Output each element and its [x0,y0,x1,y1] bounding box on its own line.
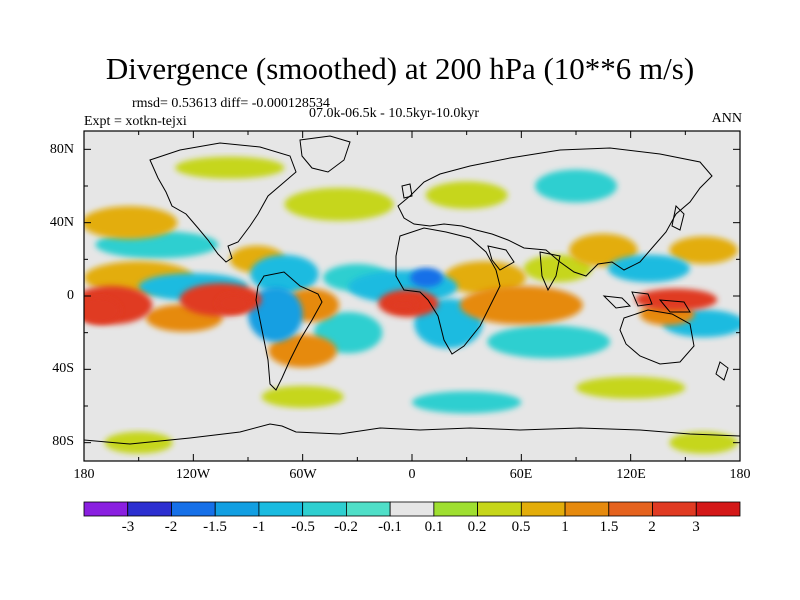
colorbar-label: -1 [252,519,266,535]
y-tick-label: 80N [49,142,74,157]
x-tick-label: 60W [289,467,317,482]
colorbar-swatch [127,501,172,517]
colorbar-label: 1 [561,519,569,535]
x-tick-label: 0 [408,467,416,482]
field-patch [569,233,638,267]
colorbar-swatch [302,501,347,517]
colorbar-swatch [477,501,522,517]
field-patch [635,288,718,311]
y-tick-label: 40N [49,215,74,230]
divergence-field [84,156,740,454]
field-patch [576,376,686,399]
colorbar-swatch [695,501,741,517]
colorbar-swatch [171,501,216,517]
field-patch [261,385,344,408]
field-patch [487,325,611,359]
field-patch [459,285,583,325]
season-label: ANN [711,111,742,126]
x-tick-label: 180 [729,467,751,482]
colorbar-label: 1.5 [599,519,619,535]
colorbar-label: 2 [648,519,656,535]
colorbar-label: 0.5 [511,519,531,535]
field-patch [250,254,319,294]
field-patch [389,298,417,313]
colorbar [83,501,741,517]
field-patch [175,156,285,179]
field-patch [84,296,121,325]
colorbar-swatch [652,501,697,517]
colorbar-label: 0.1 [424,519,444,535]
field-patch [669,431,738,454]
field-patch [217,293,250,313]
colorbar-swatch [258,501,304,517]
field-patch [284,187,394,221]
field-patch [535,169,617,203]
experiment-label: Expt = xotkn-tejxi [84,114,187,129]
colorbar-label: -0.5 [291,519,315,535]
y-tick-label: 40S [52,361,74,376]
colorbar-swatch [345,501,391,517]
stats-text: rmsd= 0.53613 diff= -0.000128534 [132,96,330,111]
colorbar-swatch [83,501,129,517]
chart-title: Divergence (smoothed) at 200 hPa (10**6 … [105,51,695,86]
period-text: 07.0k-06.5k - 10.5kyr-10.0kyr [309,106,480,121]
axis-ticks [83,131,741,461]
colorbar-label: -0.2 [334,519,358,535]
colorbar-label: -3 [121,519,135,535]
x-tick-label: 120E [616,467,646,482]
field-patch [410,268,443,288]
colorbar-swatch [564,501,610,517]
field-patch [443,261,526,295]
colorbar-swatch [520,501,566,517]
coastlines [84,135,740,445]
colorbar-swatch [214,501,260,517]
x-tick-label: 120W [175,467,211,482]
y-tick-label: 80S [52,434,74,449]
x-tick-label: 60E [509,467,533,482]
y-tick-label: 0 [67,288,74,303]
colorbar-swatch [433,501,479,517]
colorbar-label: -0.1 [378,519,402,535]
field-patch [669,236,738,264]
field-patch [607,254,690,283]
field-patch [268,334,337,368]
colorbar-label: 3 [692,519,700,535]
field-patch [425,181,508,209]
colorbar-swatch [389,501,435,517]
field-patch [412,391,522,414]
colorbar-label: -1.5 [203,519,227,535]
colorbar-label: 0.2 [467,519,487,535]
colorbar-swatch [608,501,653,517]
x-tick-label: 180 [73,467,95,482]
field-patch [84,206,178,240]
colorbar-label: -2 [164,519,178,535]
